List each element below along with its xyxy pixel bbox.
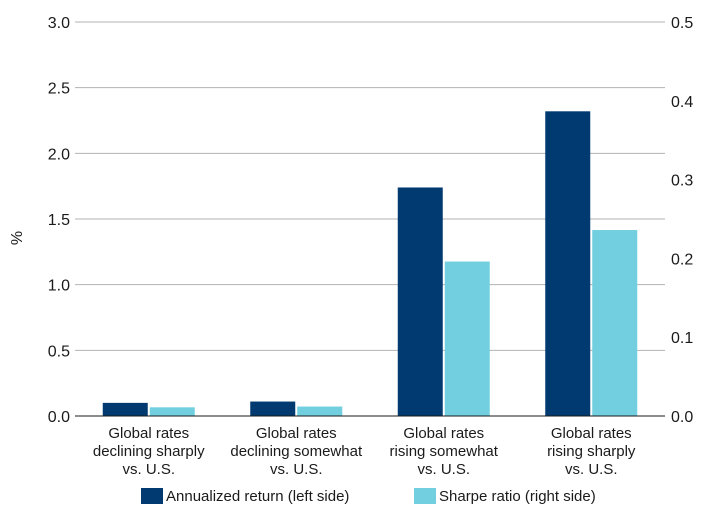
bar-sharpe-ratio <box>149 407 195 416</box>
y-axis-label: % <box>9 231 26 245</box>
y-left-tick-label: 3.0 <box>48 15 70 32</box>
legend-label: Annualized return (left side) <box>166 488 349 505</box>
y-left-tick-label: 2.0 <box>48 146 70 163</box>
bar-annualized-return <box>102 402 148 416</box>
y-left-tick-label: 0.0 <box>48 409 70 426</box>
axes: 0.0 0.5 1.0 1.5 2.0 2.5 3.0 0.0 0.1 0.2 0.3 0.4 0.5 G… <box>48 15 694 478</box>
legend-swatch <box>414 488 436 504</box>
legend-swatch <box>141 488 163 504</box>
x-category-label: vs. U.S. <box>565 461 618 478</box>
y-left-tick-label: 2.5 <box>48 81 70 98</box>
x-category-label: vs. U.S. <box>417 461 470 478</box>
x-category-label: Global rates <box>551 425 632 442</box>
y-right-tick-label: 0.0 <box>671 409 693 426</box>
x-category-label: declining sharply <box>93 443 205 460</box>
x-category-label: rising somewhat <box>390 443 499 460</box>
y-right-tick-label: 0.1 <box>671 330 693 347</box>
x-category-label: vs. U.S. <box>270 461 323 478</box>
bar-annualized-return <box>250 401 296 416</box>
bar-annualized-return <box>397 187 443 416</box>
bar-annualized-return <box>545 111 591 416</box>
y-right-tick-label: 0.5 <box>671 15 693 32</box>
bars <box>102 111 638 416</box>
legend: Annualized return (left side) Sharpe rati… <box>141 488 596 505</box>
x-category-label: vs. U.S. <box>122 461 175 478</box>
y-left-tick-label: 1.5 <box>48 212 70 229</box>
y-right-tick-label: 0.2 <box>671 251 693 268</box>
bar-sharpe-ratio <box>592 230 638 416</box>
legend-label: Sharpe ratio (right side) <box>439 488 596 505</box>
y-right-tick-label: 0.4 <box>671 94 693 111</box>
y-right-tick-label: 0.3 <box>671 173 693 190</box>
x-category-label: rising sharply <box>547 443 636 460</box>
bar-sharpe-ratio <box>444 261 490 416</box>
y-left-tick-label: 0.5 <box>48 343 70 360</box>
x-category-label: Global rates <box>256 425 337 442</box>
x-category-label: declining somewhat <box>230 443 363 460</box>
bar-sharpe-ratio <box>297 406 343 416</box>
y-left-tick-label: 1.0 <box>48 278 70 295</box>
x-category-label: Global rates <box>108 425 189 442</box>
x-category-label: Global rates <box>403 425 484 442</box>
